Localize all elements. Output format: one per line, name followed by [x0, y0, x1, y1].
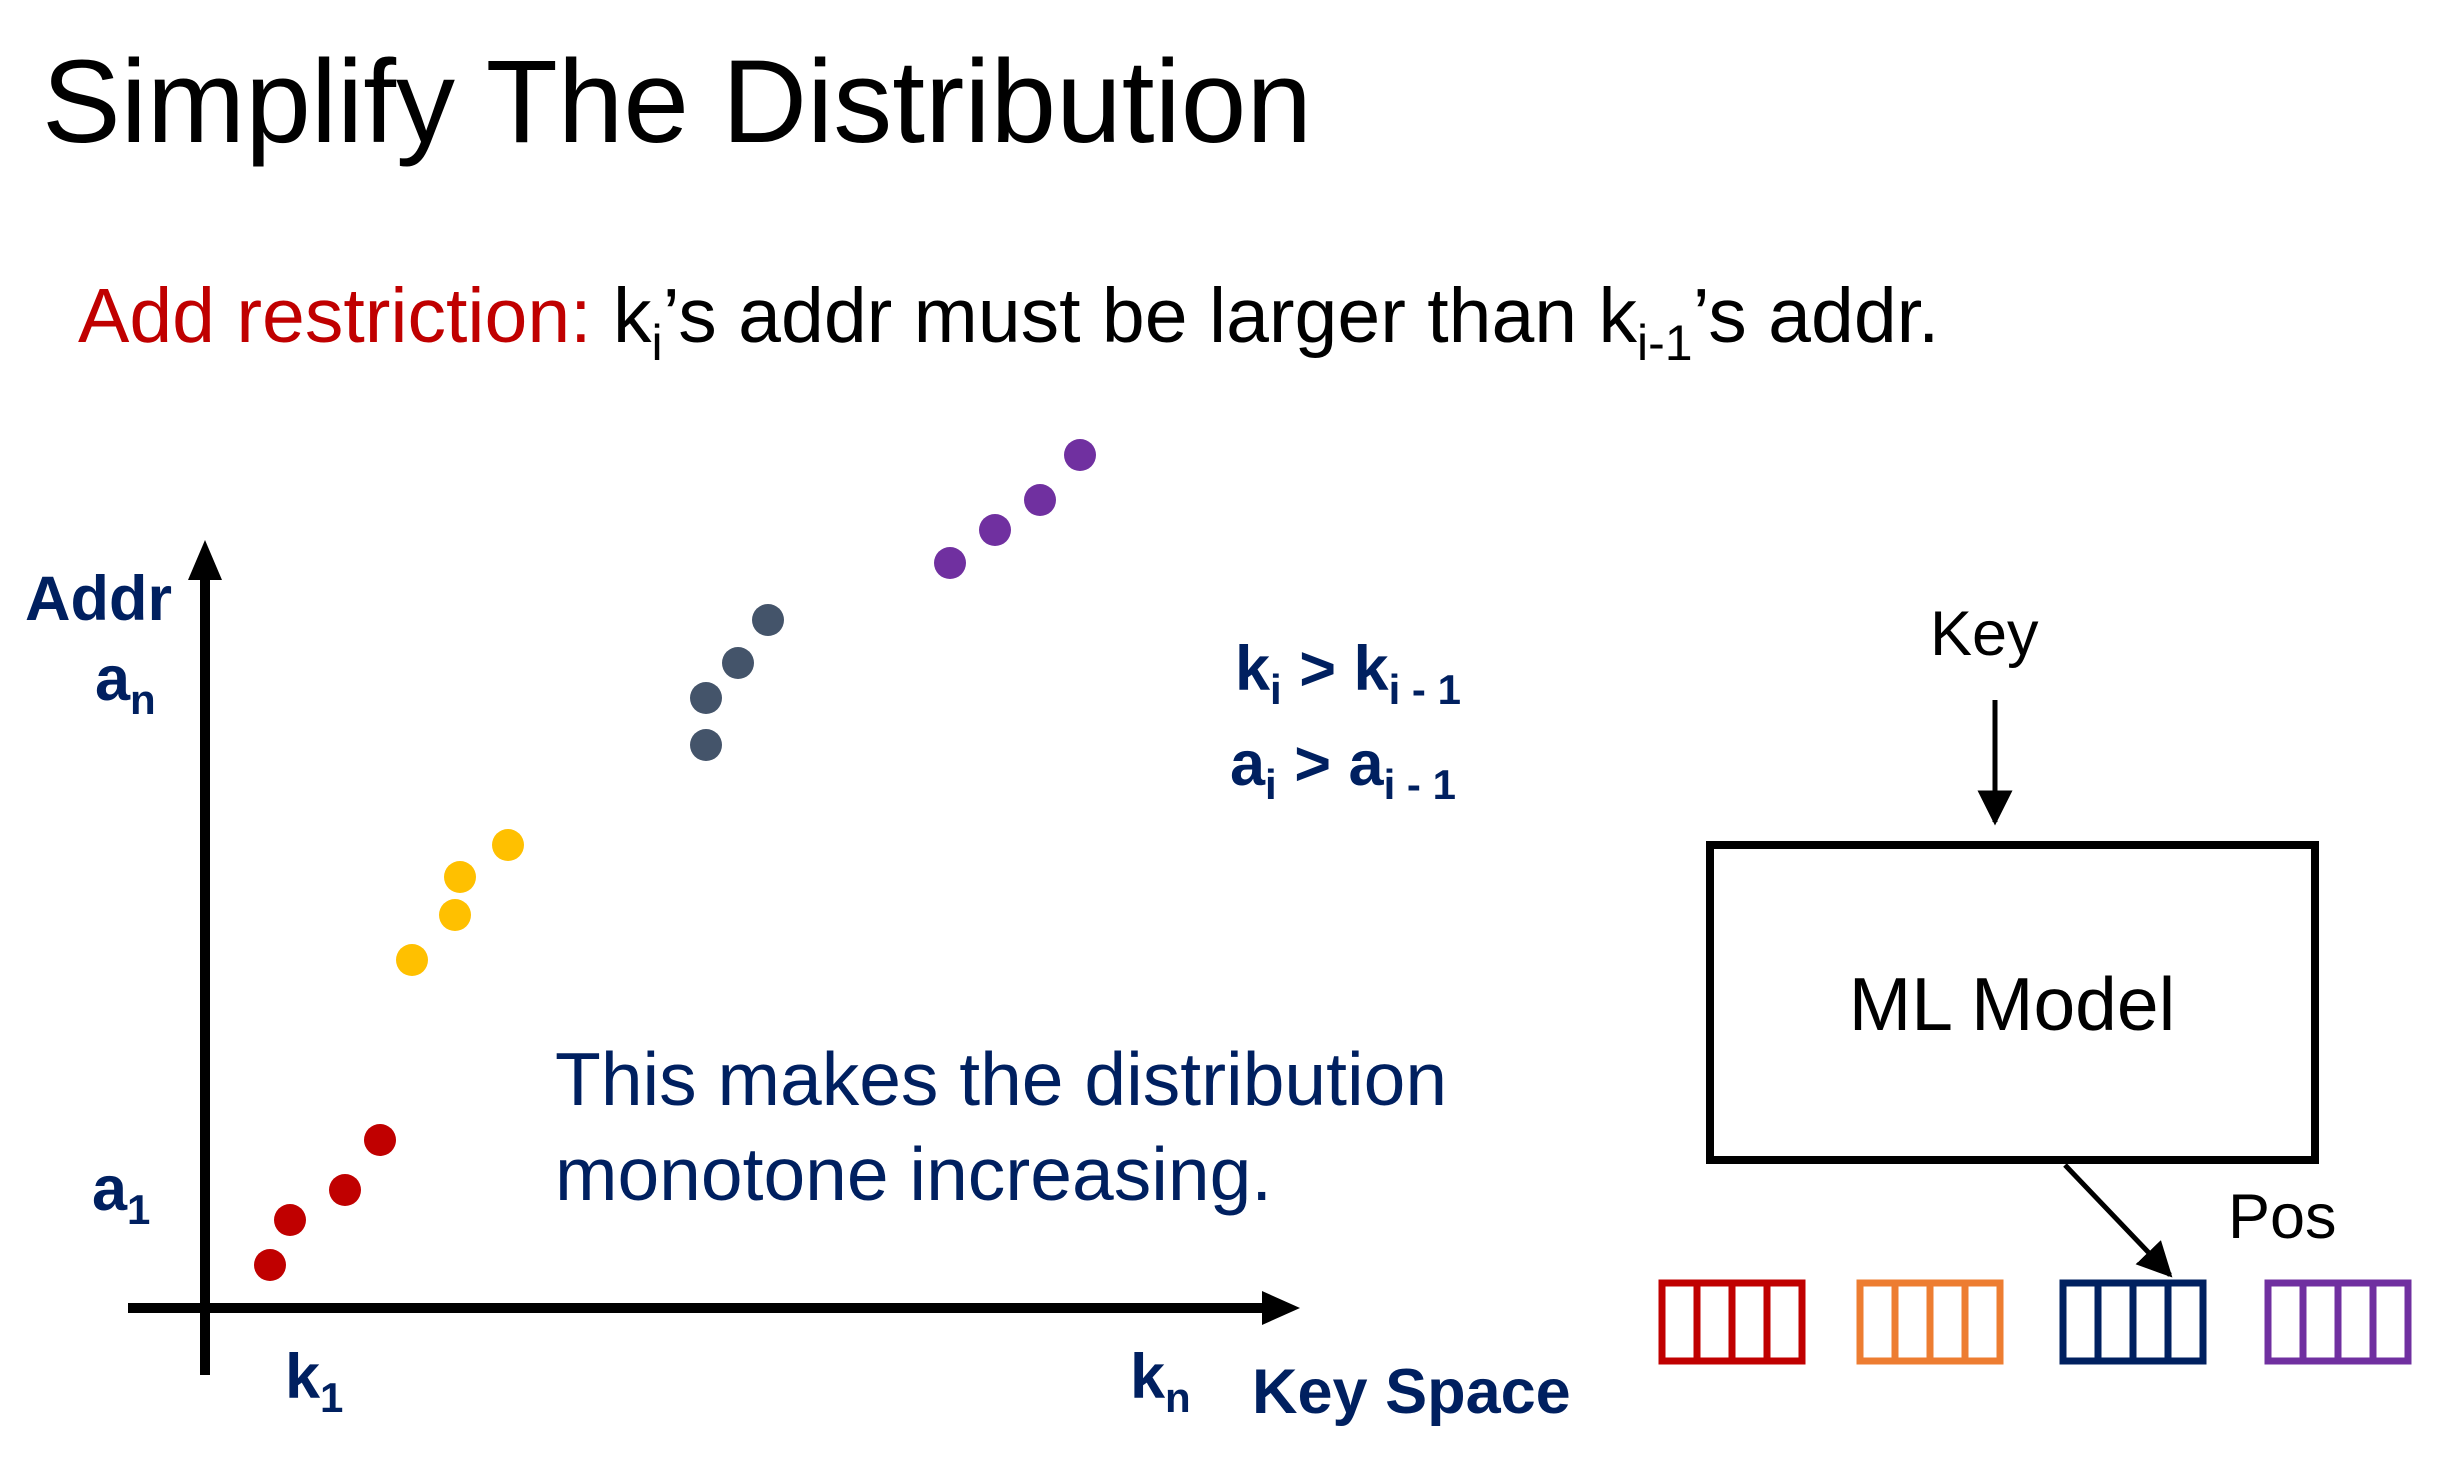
data-point: [329, 1174, 361, 1206]
x-axis-label: Key Space: [1252, 1357, 1571, 1427]
storage-block: [1856, 1279, 2004, 1365]
monotone-points: [254, 439, 1096, 1281]
y-tick-a1: a1: [92, 1154, 150, 1233]
x-tick-k1: k1: [285, 1342, 343, 1421]
x-axis-arrowhead: [1262, 1291, 1300, 1325]
model-output-label: Pos: [2228, 1182, 2337, 1252]
plot-axes: [128, 540, 1300, 1375]
data-point: [979, 514, 1011, 546]
relation-keys: ki > ki - 1: [1235, 634, 1461, 713]
data-point: [1064, 439, 1096, 471]
data-point: [722, 647, 754, 679]
data-point: [274, 1204, 306, 1236]
restriction-prefix: Add restriction:: [78, 273, 592, 359]
data-point: [1024, 484, 1056, 516]
storage-block: [2059, 1279, 2207, 1365]
data-point: [439, 899, 471, 931]
data-point: [492, 829, 524, 861]
data-point: [254, 1249, 286, 1281]
restriction-text-2: ’s addr must be larger than k: [663, 273, 1638, 359]
data-point: [364, 1124, 396, 1156]
restriction-sub-1: i: [651, 315, 662, 371]
data-point: [444, 861, 476, 893]
restriction-text-1: k: [592, 273, 652, 359]
ml-model-label: ML Model: [1849, 962, 2176, 1046]
restriction-statement: Add restriction: ki’s addr must be large…: [78, 273, 1939, 371]
data-point: [396, 944, 428, 976]
x-tick-kn: kn: [1130, 1342, 1191, 1421]
relation-addrs: ai > ai - 1: [1230, 729, 1456, 808]
y-tick-an: an: [95, 644, 156, 723]
storage-block: [2264, 1279, 2412, 1365]
slide-title: Simplify The Distribution: [42, 36, 1312, 168]
data-point: [690, 729, 722, 761]
restriction-text-3: ’s addr.: [1693, 273, 1940, 359]
model-input-label: Key: [1930, 599, 2039, 669]
output-arrow: [2063, 1163, 2173, 1278]
data-point: [752, 604, 784, 636]
data-point: [934, 547, 966, 579]
restriction-sub-2: i-1: [1637, 315, 1693, 371]
y-axis-label: Addr: [25, 564, 172, 634]
storage-blocks: [1658, 1279, 2412, 1365]
note-line-1: This makes the distribution: [555, 1037, 1447, 1121]
note-line-2: monotone increasing.: [555, 1132, 1272, 1216]
data-point: [690, 682, 722, 714]
ml-model-box: [1706, 841, 2319, 1164]
y-axis-arrowhead: [188, 540, 222, 580]
storage-block: [1658, 1279, 1806, 1365]
